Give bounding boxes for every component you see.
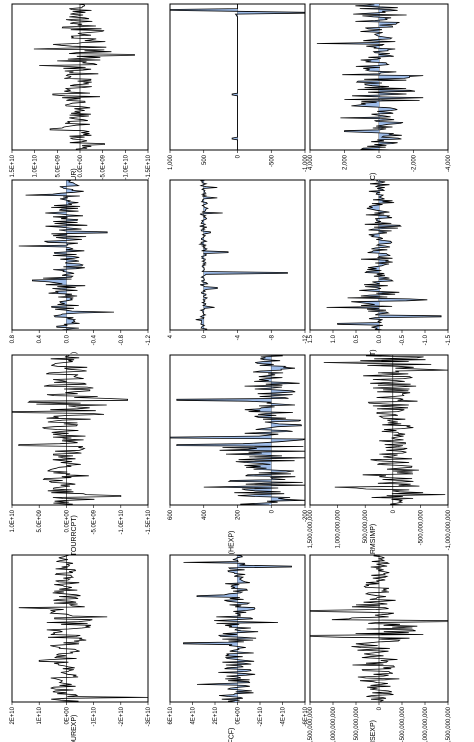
tick-label-d-inf-0: 1,000 (168, 154, 174, 170)
tick-label-d-armsexp-0: 1,500,000,000 (308, 706, 314, 742)
tick-label-d-inctb-0: 4 (168, 334, 174, 338)
tick-label-d-enrgint-2: 0.5 (354, 334, 360, 343)
tick-label-d-inctb-3: -8 (269, 334, 275, 340)
tick-label-d-armsexp-4: -500,000,000 (400, 706, 406, 742)
tick-label-d-gfcf-1: 4E+10 (191, 706, 197, 724)
tick-label-d-nettour-3: 0.0E+00 (78, 154, 84, 177)
plot-frame-d-nltexp (11, 179, 149, 331)
tick-label-d-nettour-2: 5.0E+09 (55, 154, 61, 177)
chart-title-d-inttourexp: D(INTTOUREXP) (71, 715, 78, 742)
tick-label-d-armsexp-3: 0 (377, 706, 383, 710)
series-line-d-enrgint (326, 179, 442, 331)
tick-label-d-enrgint-6: -1.5 (446, 334, 452, 345)
tick-label-d-armsexp-6: -1,500,000,000 (446, 706, 452, 742)
tick-label-d-armsimp-0: 1,500,000,000 (308, 509, 314, 548)
series-line-d-gfcf (183, 554, 292, 703)
series-line-d-inctb (195, 179, 288, 331)
tick-label-d-armsexp-2: 500,000,000 (354, 706, 360, 740)
series-line-d-nettour (33, 3, 135, 151)
tick-label-d-inctb-4: -12 (303, 334, 309, 343)
tick-label-d-gfcf-4: -2E+10 (258, 706, 264, 726)
tick-label-d-inttourexp-0: 2E+10 (10, 706, 16, 724)
tick-label-d-gdppc-1: 2,000 (343, 154, 349, 170)
tick-label-d-armsexp-1: 1,000,000,000 (331, 706, 337, 742)
chart-title-d-armsimp: D(ARMSIMP) (370, 524, 377, 566)
chart-title-d-inttourrcpt: D(INTTOURRCPT) (71, 515, 78, 575)
tick-label-d-hexp-1: 400 (202, 509, 208, 520)
tick-label-d-gdppc-4: -4,000 (446, 154, 452, 172)
tick-label-d-nettour-6: -1.5E+10 (146, 154, 152, 179)
tick-label-d-inttourexp-1: 1E+10 (37, 706, 43, 724)
tick-label-d-gdppc-2: 0 (377, 154, 383, 158)
tick-label-d-inttourrcpt-1: 5.0E+09 (37, 509, 43, 532)
tick-label-d-hexp-0: 600 (168, 509, 174, 520)
series-area-d-gdppc (316, 4, 424, 150)
series-line-d-nltexp (18, 179, 115, 331)
tick-label-d-nltexp-0: 0.8 (10, 334, 16, 343)
tick-label-d-nltexp-3: -0.4 (92, 334, 98, 345)
tick-label-d-inctb-1: 0 (202, 334, 208, 338)
tick-label-d-nltexp-2: 0.0 (64, 334, 70, 343)
tick-label-d-armsimp-2: 500,000,000 (363, 509, 369, 543)
series-line-d-gdppc (316, 3, 424, 151)
tick-label-d-armsimp-5: -1,000,000,000 (446, 509, 452, 550)
plot-frame-d-inttourrcpt (11, 354, 149, 506)
tick-label-d-inf-3: -500 (269, 154, 275, 167)
tick-label-d-inf-1: 500 (202, 154, 208, 165)
tick-label-d-inttourexp-2: 0E+00 (64, 706, 70, 724)
series-line-d-inttourexp (18, 554, 149, 703)
tick-label-d-inctb-2: -4 (236, 334, 242, 340)
tick-label-d-nettour-0: 1.5E+10 (10, 154, 16, 177)
tick-label-d-inttourrcpt-2: 0.0E+00 (64, 509, 70, 532)
tick-label-d-hexp-3: 0 (269, 509, 275, 513)
tick-label-d-hexp-2: 200 (236, 509, 242, 520)
tick-label-d-armsimp-3: 0 (391, 509, 397, 513)
tick-label-d-armsimp-4: -500,000,000 (418, 509, 424, 545)
series-line-d-inttourrcpt (11, 354, 128, 506)
plot-frame-d-armsimp (309, 354, 449, 506)
tick-label-d-gfcf-2: 2E+10 (213, 706, 219, 724)
series-area-d-enrgint (326, 180, 442, 330)
series-line-d-armsexp (309, 554, 449, 703)
tick-label-d-inf-4: -1,000 (303, 154, 309, 172)
tick-label-d-nettour-5: -1.0E+10 (123, 154, 129, 179)
tick-label-d-armsexp-5: -1,000,000,000 (423, 706, 429, 742)
tick-label-d-enrgint-0: 1.5 (308, 334, 314, 343)
tick-label-d-nltexp-1: 0.4 (37, 334, 43, 343)
tick-label-d-enrgint-4: -0.5 (400, 334, 406, 345)
series-area-d-gfcf (183, 555, 292, 702)
tick-label-d-inttourrcpt-5: -1.5E+10 (146, 509, 152, 534)
tick-label-d-enrgint-5: -1.0 (423, 334, 429, 345)
tick-label-d-gfcf-3: 0E+00 (236, 706, 242, 724)
tick-label-d-inf-2: 0 (236, 154, 242, 158)
tick-label-d-nettour-1: 1.0E+10 (33, 154, 39, 177)
chart-title-d-hexp: D(HEXP) (229, 531, 236, 560)
plot-frame-d-inctb (169, 179, 306, 331)
tick-label-d-inttourrcpt-3: -5.0E+09 (92, 509, 98, 534)
tick-label-d-gfcf-5: -4E+10 (281, 706, 287, 726)
series-line-d-hexp (169, 354, 306, 506)
tick-label-d-gfcf-0: 6E+10 (168, 706, 174, 724)
tick-label-d-enrgint-1: 1.0 (331, 334, 337, 343)
tick-label-d-nettour-4: -5.0E+09 (101, 154, 107, 179)
tick-label-d-armsimp-1: 1,000,000,000 (336, 509, 342, 548)
series-line-d-armsimp (323, 354, 449, 506)
series-area-d-hexp (170, 355, 305, 505)
tick-label-d-hexp-4: -200 (303, 509, 309, 522)
tick-label-d-inttourexp-3: -1E+10 (92, 706, 98, 726)
series-line-d-inf (169, 4, 306, 150)
tick-label-d-enrgint-3: 0.0 (377, 334, 383, 343)
tick-label-d-inttourrcpt-0: 1.0E+10 (10, 509, 16, 532)
tick-label-d-inttourexp-4: -2E+10 (119, 706, 125, 726)
tick-label-d-gdppc-0: 4,000 (308, 154, 314, 170)
chart-title-d-armsexp: D(ARMSEXP) (370, 720, 377, 742)
chart-title-d-gfcf: D(GFCF) (229, 728, 236, 742)
tick-label-d-inttourrcpt-4: -1.0E+10 (119, 509, 125, 534)
tick-label-d-gdppc-3: -2,000 (412, 154, 418, 172)
tick-label-d-gfcf-6: -6E+10 (303, 706, 309, 726)
tick-label-d-nltexp-4: -0.8 (119, 334, 125, 345)
tick-label-d-inttourexp-5: -3E+10 (146, 706, 152, 726)
tick-label-d-nltexp-5: -1.2 (146, 334, 152, 345)
